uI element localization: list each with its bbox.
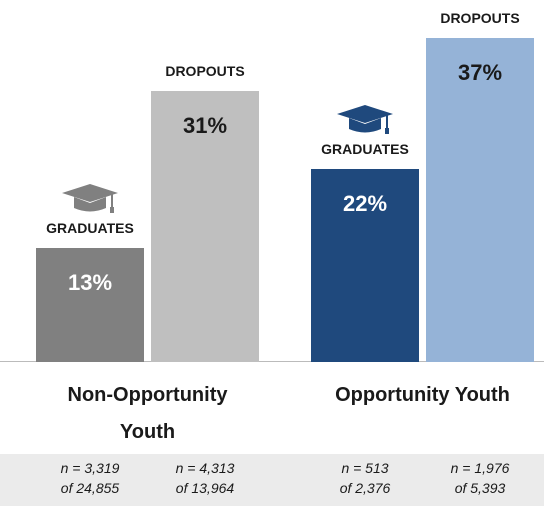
value-label: 13%: [67, 270, 113, 296]
sample-note: of 5,393: [454, 480, 506, 496]
value-label: 31%: [182, 112, 228, 138]
series-label: GRADUATES: [321, 141, 409, 158]
sample-note: of 24,855: [60, 480, 120, 496]
sample-note: n = 3,319: [60, 460, 120, 476]
value-label: 22%: [342, 191, 388, 217]
sample-note: of 13,964: [175, 480, 235, 496]
sample-note: of 2,376: [339, 480, 391, 496]
series-label: DROPOUTS: [440, 10, 520, 26]
category-label: Opportunity Youth: [335, 384, 510, 406]
value-label: 37%: [457, 60, 503, 85]
bar: [36, 248, 144, 362]
sample-note: n = 4,313: [175, 460, 235, 476]
bar: [311, 169, 419, 362]
bar: [426, 38, 534, 362]
baseline: [0, 361, 544, 362]
bar: [151, 90, 259, 362]
series-label: DROPOUTS: [165, 62, 245, 79]
cap-icon: [337, 105, 393, 135]
cap-icon: [62, 184, 118, 214]
series-label: GRADUATES: [46, 220, 134, 237]
notes-band: [0, 454, 544, 506]
category-label: Non-Opportunity Youth: [67, 384, 228, 443]
sample-note: n = 1,976: [450, 460, 510, 476]
sample-note: n = 513: [341, 460, 389, 476]
